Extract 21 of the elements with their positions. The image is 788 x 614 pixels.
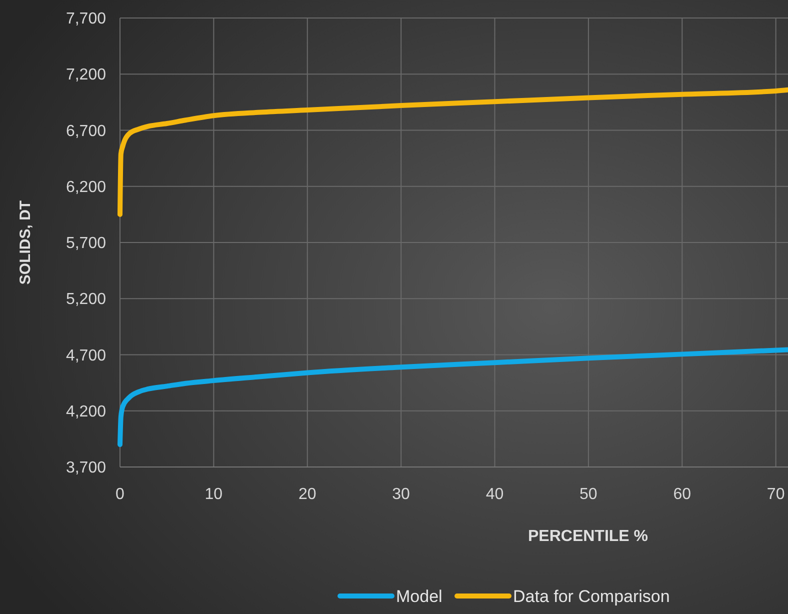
x-tick-label: 30 [392,486,410,503]
legend-label: Data for Comparison [513,587,670,606]
x-tick-label: 70 [766,486,785,503]
y-tick-label: 6,200 [66,178,106,196]
y-tick-label: 6,700 [66,122,106,140]
x-tick-label: 20 [298,486,316,503]
legend-label: Model [396,587,442,606]
x-tick-label: 0 [116,486,125,503]
y-tick-label: 4,700 [66,347,106,364]
x-axis-title: PERCENTILE % [528,528,648,545]
x-tick-label: 50 [580,486,598,503]
x-tick-label: 10 [204,486,223,503]
y-axis-title: SOLIDS, DT [17,200,34,285]
y-tick-label: 7,200 [66,66,106,84]
y-tick-label: 5,700 [66,235,106,252]
y-tick-label: 3,700 [66,460,106,477]
y-tick-label: 7,700 [66,10,106,28]
x-tick-label: 40 [486,486,504,503]
x-tick-label: 60 [673,486,692,503]
y-tick-label: 4,200 [66,403,106,420]
y-tick-label: 5,200 [66,291,106,308]
